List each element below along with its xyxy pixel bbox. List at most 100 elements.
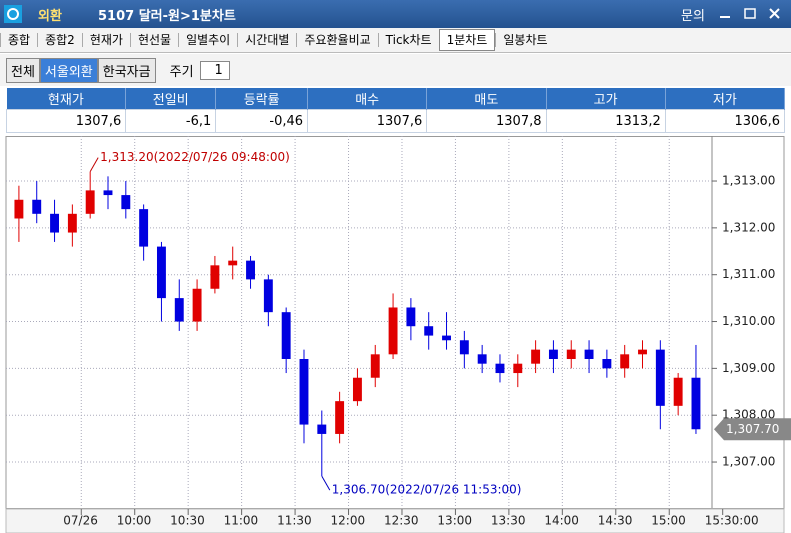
candle-body — [139, 209, 149, 247]
candle-body — [103, 190, 113, 196]
window-title: 5107 달러-원>1분차트 — [98, 9, 236, 24]
candle-body — [192, 288, 202, 322]
candle-body — [263, 279, 273, 313]
y-tick-label: 1,309.00 — [722, 361, 775, 375]
tab[interactable]: 1분차트 — [438, 29, 496, 51]
candle-body — [691, 377, 701, 430]
market-buttons: 전체 서울외환 한국자금 — [6, 57, 156, 83]
candle-body — [50, 213, 59, 233]
toolbar: 전체 서울외환 한국자금 주기 1 — [0, 54, 791, 86]
x-tick-label: 13:30 — [491, 514, 526, 528]
candle-body — [477, 354, 487, 364]
candle-body — [388, 307, 398, 355]
quote-value: 1313,2 — [545, 109, 666, 133]
y-tick-label: 1,313.00 — [722, 174, 775, 188]
candle-body — [459, 340, 469, 355]
candle-body — [442, 335, 451, 341]
y-tick-label: 1,308.00 — [722, 408, 775, 422]
annotation-arrow — [321, 475, 331, 491]
tab[interactable]: 시간대별 — [237, 33, 296, 47]
x-tick-label: 14:30 — [598, 514, 633, 528]
candle-body — [620, 354, 630, 369]
candle-body — [299, 359, 309, 425]
quote-header: 매수 — [307, 88, 428, 110]
x-tick-label: 11:00 — [224, 514, 259, 528]
x-tick-label: 13:00 — [437, 514, 472, 528]
candle-body — [228, 260, 238, 266]
candle-body — [174, 298, 184, 322]
tab[interactable]: Tick차트 — [377, 33, 439, 47]
market-button[interactable]: 한국자금 — [97, 57, 156, 83]
x-tick-label: 12:00 — [331, 514, 366, 528]
candle-body — [32, 199, 42, 214]
annotation-arrow — [89, 157, 99, 172]
candle-body — [210, 265, 220, 289]
market-button[interactable]: 전체 — [6, 57, 40, 83]
help-button[interactable]: 문의 — [681, 9, 705, 24]
candle-body — [156, 246, 166, 299]
x-tick-label: 15:00 — [651, 514, 686, 528]
candle-body — [513, 363, 523, 374]
window-controls[interactable] — [718, 6, 788, 22]
x-tick-label: 07/26 — [63, 514, 98, 528]
tab[interactable]: 일봉차트 — [495, 33, 554, 47]
tab-bar: 종합 종합2 현재가 현선물 일별추이 시간대별 주요환율비교 Tick차트 1분차트 일봉차트 — [0, 28, 791, 53]
last-price-tag — [714, 418, 791, 441]
candle-body — [281, 312, 291, 359]
candle-body — [673, 377, 683, 406]
quote-value: 1306,6 — [664, 109, 786, 133]
candle-body — [335, 401, 345, 434]
candle-body — [566, 349, 576, 359]
x-tick-label: 10:30 — [170, 514, 205, 528]
app-logo — [4, 5, 22, 23]
y-tick-label: 1,311.00 — [722, 267, 775, 281]
x-tick-label: 15:30:00 — [705, 514, 759, 528]
y-tick-label: 1,312.00 — [722, 220, 775, 234]
candle-body — [602, 359, 612, 369]
candle-body — [67, 213, 77, 233]
annotation-text: 1,313.20(2022/07/26 09:48:00) — [100, 150, 290, 164]
tab[interactable]: 현재가 — [81, 33, 130, 47]
candle-body — [424, 326, 434, 336]
candle-body — [638, 349, 647, 355]
tab[interactable]: 종합 — [0, 33, 37, 47]
quote-header: 등락률 — [215, 88, 309, 110]
candle-body — [406, 307, 416, 327]
candle-body — [246, 260, 255, 280]
x-axis-strip — [5, 508, 785, 533]
candle-body — [121, 195, 131, 210]
title-bar: 외환 5107 달러-원>1분차트 문의 — [0, 0, 791, 28]
annotation-text: 1,306.70(2022/07/26 11:53:00) — [332, 483, 522, 497]
candle-body — [584, 349, 594, 359]
market-button[interactable]: 서울외환 — [39, 57, 98, 83]
x-tick-label: 12:30 — [384, 514, 419, 528]
tab[interactable]: 주요환율비교 — [296, 33, 377, 47]
chart: 1,307.00 1,308.00 1,309.00 1,310.00 1,311.00… — [5, 136, 791, 533]
quote-value: 1307,6 — [307, 109, 428, 133]
candle-body — [370, 354, 380, 378]
tab[interactable]: 종합2 — [37, 33, 82, 47]
quote-header: 현재가 — [6, 88, 127, 110]
quote-table: 현재가 전일비 등락률 매수 매도 고가 저가 1307,6 -6,1 -0,46 1307,6 13… — [5, 88, 786, 133]
x-tick-label: 11:30 — [277, 514, 312, 528]
last-price-label: 1,307.70 — [726, 422, 779, 436]
candle-body — [531, 349, 541, 364]
quote-value: -0,46 — [215, 109, 309, 133]
badge: 외환 — [38, 9, 62, 24]
period-input[interactable]: 1 — [199, 60, 230, 80]
candle-body — [14, 199, 24, 219]
quote-value: 1307,8 — [426, 109, 547, 133]
tab[interactable]: 일별추이 — [178, 33, 237, 47]
quote-header: 저가 — [665, 88, 786, 110]
candle-body — [548, 349, 558, 359]
candle-body — [352, 377, 362, 402]
y-tick-label: 1,307.00 — [722, 455, 775, 469]
period-label: 주기 — [169, 64, 194, 80]
x-tick-label: 14:00 — [544, 514, 579, 528]
quote-value: 1307,6 — [5, 109, 127, 133]
candle-body — [655, 349, 665, 406]
candle-body — [317, 424, 327, 434]
tab[interactable]: 현선물 — [129, 33, 178, 47]
quote-header: 매도 — [426, 88, 547, 110]
